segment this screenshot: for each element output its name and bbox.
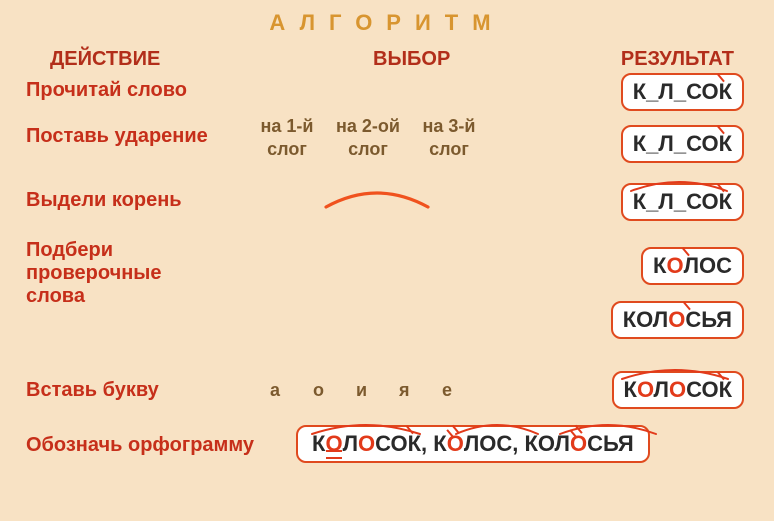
final-w3-o1: О bbox=[570, 431, 587, 456]
choice-syllable-2: на 2-ой слог bbox=[328, 115, 408, 160]
choice-syllable-2-line1: на 2-ой bbox=[336, 116, 400, 136]
result-2-accent-o: О bbox=[701, 131, 718, 156]
result-6-o2: О bbox=[669, 377, 686, 402]
choice-syllable-3-line1: на 3-й bbox=[423, 116, 476, 136]
action-highlight-root: Выдели корень bbox=[26, 189, 182, 212]
result-3-text: К_Л_С bbox=[633, 189, 702, 214]
result-2-text: К_Л_С bbox=[633, 131, 702, 156]
header-choice: ВЫБОР bbox=[276, 48, 547, 71]
choice-syllable-3-line2: слог bbox=[429, 139, 469, 159]
final-w3-t2: СЬЯ bbox=[587, 431, 634, 456]
result-6-t1: К bbox=[624, 377, 637, 402]
choice-syllable-3: на 3-й слог bbox=[412, 115, 486, 160]
result-1-text: К_Л_С bbox=[633, 79, 702, 104]
result-box-1: К_Л_СОК bbox=[621, 73, 744, 111]
result-6-accent-o: О bbox=[701, 377, 718, 402]
result-4-tail: ЛОС bbox=[684, 253, 732, 278]
header-result: РЕЗУЛЬТАТ bbox=[547, 48, 744, 71]
choice-syllable-1-line2: слог bbox=[267, 139, 307, 159]
final-sep1: , bbox=[421, 431, 433, 456]
action-read-word: Прочитай слово bbox=[26, 79, 187, 102]
result-6-t3: С bbox=[686, 377, 701, 402]
result-4-accent-o: О bbox=[666, 253, 683, 278]
choice-syllable-1-line1: на 1-й bbox=[261, 116, 314, 136]
result-box-5: КОЛОСЬЯ bbox=[611, 301, 744, 339]
result-3-accent-o: О bbox=[701, 189, 718, 214]
result-5-pre: КОЛ bbox=[623, 307, 668, 332]
result-5-accent-o: О bbox=[668, 307, 685, 332]
root-arc-icon bbox=[322, 185, 432, 211]
letter-e: е bbox=[442, 379, 452, 402]
action-set-stress: Поставь ударение bbox=[26, 125, 208, 148]
final-sep2: , bbox=[512, 431, 524, 456]
result-box-6: КОЛОСОК bbox=[612, 371, 744, 409]
final-w1-o1: О bbox=[325, 431, 342, 456]
content-area: Прочитай слово Поставь ударение Выдели к… bbox=[0, 79, 774, 519]
letter-i: и bbox=[356, 379, 367, 402]
final-w3-t1: КОЛ bbox=[525, 431, 570, 456]
final-w2-t1: К bbox=[433, 431, 446, 456]
final-w2-t2: ЛОС bbox=[464, 431, 512, 456]
letter-ya: я bbox=[399, 379, 410, 402]
result-box-2: К_Л_СОК bbox=[621, 125, 744, 163]
result-6-t2: Л bbox=[654, 377, 669, 402]
letter-o: о bbox=[313, 379, 324, 402]
result-1-accent-o: О bbox=[701, 79, 718, 104]
result-box-3: К_Л_СОК bbox=[621, 183, 744, 221]
choice-syllable-1: на 1-й слог bbox=[250, 115, 324, 160]
result-4-pre: К bbox=[653, 253, 666, 278]
result-box-4: КОЛОС bbox=[641, 247, 744, 285]
header-action: ДЕЙСТВИЕ bbox=[50, 48, 276, 71]
letter-a: а bbox=[270, 379, 280, 402]
action-check-words: Подбери проверочные слова bbox=[26, 239, 162, 308]
final-w1-o2: О bbox=[358, 431, 375, 456]
final-w1-t3: С bbox=[375, 431, 390, 456]
choice-syllable-2-line2: слог bbox=[348, 139, 388, 159]
result-box-final: КОЛОСОК, КОЛОС, КОЛОСЬЯ bbox=[296, 425, 650, 463]
action-insert-letter: Вставь букву bbox=[26, 379, 159, 402]
page-title: АЛГОРИТМ bbox=[0, 0, 774, 36]
action-mark-orthogram: Обозначь орфограмму bbox=[26, 434, 254, 457]
final-w1-accent: О bbox=[390, 431, 407, 456]
result-6-o1: О bbox=[637, 377, 654, 402]
final-w1-t1: К bbox=[312, 431, 325, 456]
final-w1-t2: Л bbox=[343, 431, 358, 456]
final-w2-o1: О bbox=[447, 431, 464, 456]
result-5-tail: СЬЯ bbox=[685, 307, 732, 332]
